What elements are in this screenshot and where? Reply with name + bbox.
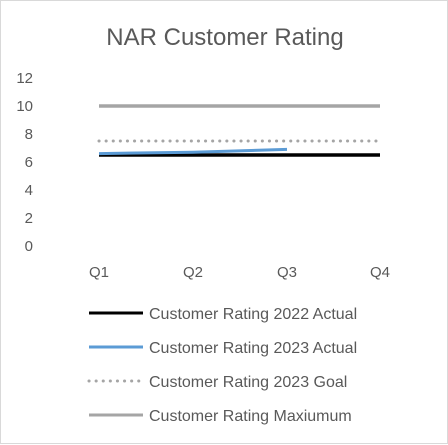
legend-label: Customer Rating 2023 Goal: [149, 374, 347, 391]
y-tick-label: 10: [16, 98, 33, 115]
series-lines: [97, 104, 382, 157]
legend-label: Customer Rating 2023 Actual: [149, 340, 357, 357]
y-tick-label: 0: [25, 238, 33, 255]
y-tick-label: 12: [16, 70, 33, 87]
x-tick-label: Q2: [183, 264, 203, 281]
x-axis-ticks: Q1 Q2 Q3 Q4: [89, 264, 390, 281]
y-tick-label: 4: [25, 182, 33, 199]
legend-label: Customer Rating 2022 Actual: [149, 306, 357, 323]
y-tick-label: 6: [25, 154, 33, 171]
y-tick-label: 2: [25, 210, 33, 227]
series-line-2: [98, 147, 288, 156]
y-tick-label: 8: [25, 126, 33, 143]
legend-label: Customer Rating Maxiumum: [149, 408, 352, 425]
x-tick-label: Q1: [89, 264, 109, 281]
x-tick-label: Q3: [277, 264, 297, 281]
chart-title: NAR Customer Rating: [106, 24, 343, 51]
legend: Customer Rating 2022 Actual Customer Rati…: [87, 306, 357, 425]
y-axis-ticks: 0 2 4 6 8 10 12: [16, 70, 33, 255]
x-tick-label: Q4: [370, 264, 390, 281]
